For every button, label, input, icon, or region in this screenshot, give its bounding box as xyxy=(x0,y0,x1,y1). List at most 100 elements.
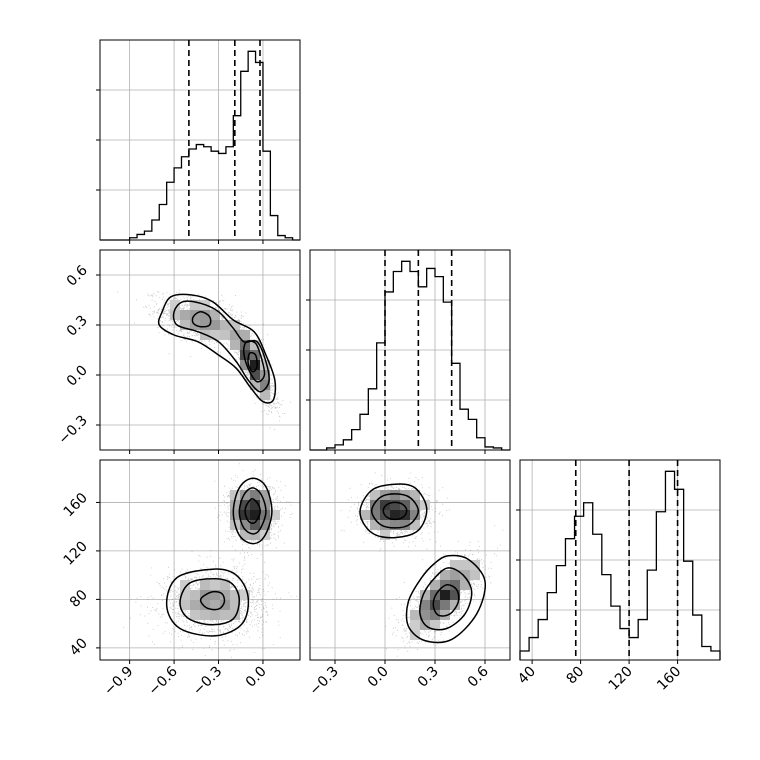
density-cell xyxy=(440,570,450,580)
histogram-step xyxy=(100,50,300,241)
histogram-bin xyxy=(435,277,443,450)
panel-frame xyxy=(99,39,301,241)
density-cell xyxy=(250,500,260,510)
histogram-bin xyxy=(377,343,385,450)
density-cell xyxy=(230,600,240,610)
histogram-bin xyxy=(226,147,233,240)
density-cell xyxy=(410,610,420,620)
density-cell xyxy=(450,600,460,610)
density-cell xyxy=(270,510,280,520)
histogram-bin xyxy=(665,471,674,660)
sample-points xyxy=(123,463,298,658)
histogram-bin xyxy=(418,287,426,450)
density-cloud xyxy=(340,472,504,657)
density-cell xyxy=(410,500,420,510)
contour-line xyxy=(232,477,273,545)
panel-frame xyxy=(309,459,511,661)
density-cell xyxy=(230,490,240,500)
density-cell xyxy=(250,380,260,390)
density-cell xyxy=(210,330,220,340)
y-tick-label: 40 xyxy=(67,635,91,659)
histogram-bin xyxy=(196,145,203,240)
histogram-bin xyxy=(204,147,211,240)
density-cell xyxy=(390,520,400,530)
density-cell xyxy=(220,590,230,600)
density-cell xyxy=(230,590,240,600)
density-cell xyxy=(410,620,420,630)
contour-line xyxy=(382,501,408,521)
histogram-bin xyxy=(385,292,393,450)
histogram-bin xyxy=(144,231,151,240)
histogram-bin xyxy=(278,236,285,240)
histogram-bin xyxy=(620,629,629,660)
y-tick-label: −0.3 xyxy=(55,413,90,448)
density-cell xyxy=(220,320,230,330)
histogram-bin xyxy=(684,561,693,660)
contour-line xyxy=(405,554,487,644)
histogram-bin xyxy=(520,651,529,660)
contour-line xyxy=(238,487,267,535)
contour-line xyxy=(191,310,212,328)
density-panel-1-2 xyxy=(309,459,511,664)
density-cell xyxy=(200,310,210,320)
histogram-bin xyxy=(189,149,196,240)
y-tick-label: 0.3 xyxy=(64,313,91,340)
density-cell xyxy=(250,360,260,370)
density-cell xyxy=(390,500,400,510)
x-tick-label: 80 xyxy=(564,664,588,688)
density-cell xyxy=(460,570,470,580)
density-cell xyxy=(190,590,200,600)
density-cell xyxy=(240,590,250,600)
histogram-bin xyxy=(219,153,226,240)
contour-line xyxy=(165,568,250,637)
contour-line xyxy=(370,493,420,529)
density-cell xyxy=(260,380,270,390)
histogram-bin xyxy=(638,620,647,660)
density-cell xyxy=(420,590,430,600)
density-cell xyxy=(240,520,250,530)
histogram-bin xyxy=(360,414,368,450)
histogram-panel-1 xyxy=(306,249,511,454)
density-cell xyxy=(360,510,370,520)
histogram-bin xyxy=(343,440,351,450)
density-cell xyxy=(220,610,230,620)
density-cell xyxy=(370,490,380,500)
density-cell xyxy=(420,610,430,620)
density-cell xyxy=(250,520,260,530)
histogram-bin xyxy=(443,302,451,450)
histogram-bin xyxy=(393,272,401,450)
density-cell xyxy=(450,590,460,600)
contour-line xyxy=(179,578,241,626)
histogram-bin xyxy=(565,539,574,660)
sample-points xyxy=(340,472,504,657)
x-tick-label: −0.3 xyxy=(306,664,341,699)
contour-line xyxy=(157,293,277,404)
density-cell xyxy=(230,610,240,620)
density-cell xyxy=(370,510,380,520)
contour-line xyxy=(419,567,473,631)
histogram-bin xyxy=(263,151,270,240)
density-cell xyxy=(260,490,270,500)
histogram-bin xyxy=(335,445,343,450)
y-tick-label: 80 xyxy=(67,587,91,611)
density-cell xyxy=(470,570,480,580)
density-cell xyxy=(380,530,390,540)
histogram-bin xyxy=(647,570,656,660)
density-cell xyxy=(240,530,250,540)
histogram-bin xyxy=(584,503,593,660)
histogram-bin xyxy=(460,409,468,450)
density-cell xyxy=(450,580,460,590)
density-cell xyxy=(420,600,430,610)
density-cell xyxy=(240,360,250,370)
panel-frame xyxy=(99,459,301,661)
histogram-bin xyxy=(547,593,556,660)
density-cell xyxy=(230,330,240,340)
density-cell xyxy=(180,320,190,330)
density-cell xyxy=(170,300,180,310)
density-cell xyxy=(240,490,250,500)
density-cell xyxy=(400,500,410,510)
histogram-bin xyxy=(410,272,418,450)
density-cell xyxy=(430,580,440,590)
density-cell xyxy=(200,580,210,590)
